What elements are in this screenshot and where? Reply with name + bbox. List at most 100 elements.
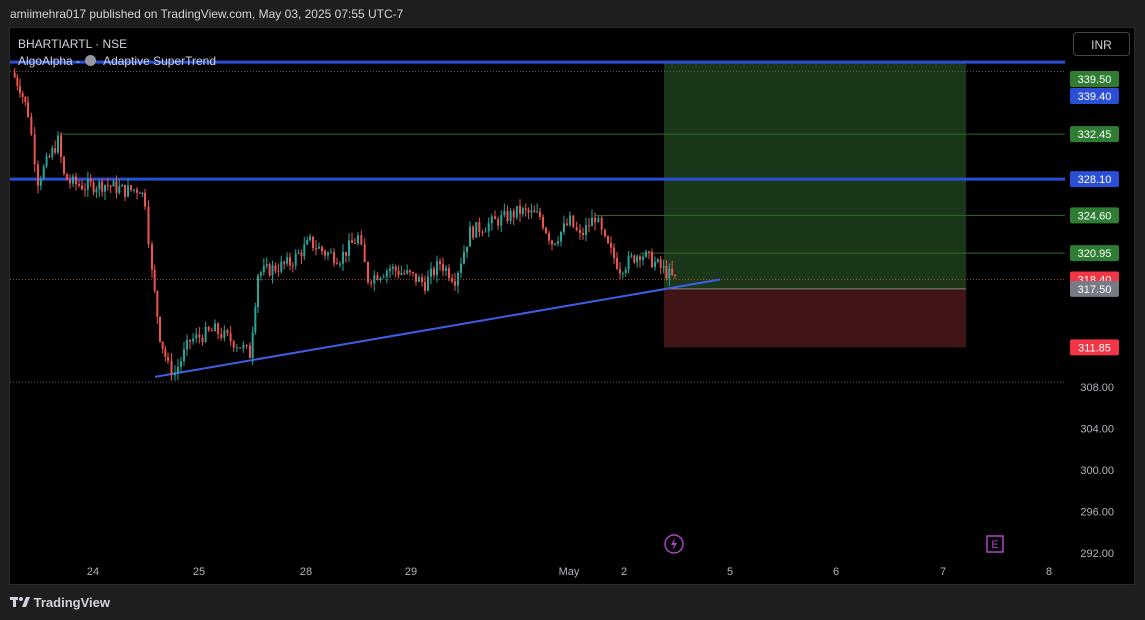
candle-body <box>651 251 653 268</box>
candle-body <box>327 252 329 256</box>
candle <box>588 217 590 233</box>
candle <box>118 179 121 195</box>
loss-zone <box>664 288 966 348</box>
indicator-legend[interactable]: AlgoAlpha - Adaptive SuperTrend <box>18 53 216 70</box>
candle <box>412 271 414 277</box>
candle <box>75 172 77 191</box>
candle-body <box>668 268 671 279</box>
candle-body <box>186 339 188 350</box>
candle <box>333 248 335 267</box>
candle-body <box>33 134 36 165</box>
candle-body <box>436 261 438 276</box>
candle-body <box>195 334 198 339</box>
price-label-bg <box>1070 339 1119 356</box>
candle <box>500 210 503 233</box>
candle-body <box>239 347 241 349</box>
candle-body <box>271 265 274 276</box>
candle <box>192 333 195 345</box>
candle-body <box>527 209 530 213</box>
candle-body <box>101 181 104 192</box>
candle <box>106 177 109 191</box>
candle-body <box>139 192 141 194</box>
candle <box>186 334 188 357</box>
x-tick-label: 2 <box>621 566 627 578</box>
candle-body <box>192 338 195 342</box>
candle <box>627 251 630 274</box>
candle-body <box>249 345 251 359</box>
candle-body <box>147 206 150 245</box>
candle <box>339 261 341 268</box>
candle <box>370 280 373 288</box>
price-label-text: 332.45 <box>1078 129 1112 141</box>
candle-body <box>494 216 496 220</box>
candle <box>249 342 251 359</box>
tradingview-brand[interactable]: TradingView <box>10 595 110 610</box>
price-label-text: 317.50 <box>1078 284 1112 296</box>
candle-body <box>645 251 647 257</box>
candle-body <box>27 101 29 117</box>
candle-body <box>639 256 641 260</box>
x-tick-label: 8 <box>1046 566 1052 578</box>
candle-body <box>207 327 210 331</box>
price-label-text: 311.85 <box>1078 342 1111 354</box>
candle <box>170 353 173 381</box>
lightning-event-icon[interactable] <box>664 534 684 554</box>
candle-body <box>84 189 86 191</box>
candle-body <box>478 222 481 233</box>
candle <box>563 215 565 236</box>
candle <box>445 265 447 277</box>
candle <box>235 344 238 353</box>
currency-button[interactable]: INR <box>1073 32 1130 56</box>
candle-body <box>460 263 462 273</box>
price-label-text: 328.10 <box>1078 174 1112 186</box>
candle <box>309 233 311 243</box>
price-label: 320.95 <box>1070 245 1119 262</box>
candle-body <box>51 148 54 158</box>
candle <box>81 179 83 191</box>
candle-body <box>24 96 27 102</box>
candle <box>98 179 101 198</box>
candle <box>636 254 639 268</box>
candle <box>397 265 400 279</box>
candle-body <box>57 135 59 153</box>
event-circle <box>664 534 684 554</box>
candle-body <box>318 246 320 249</box>
candle <box>101 178 104 197</box>
candle-body <box>16 77 19 86</box>
candle-body <box>19 85 21 94</box>
candle-body <box>385 270 388 277</box>
candle <box>42 164 45 181</box>
candle <box>127 178 129 198</box>
candle <box>177 358 179 381</box>
candle <box>19 78 21 98</box>
price-label: 328.10 <box>1070 171 1119 188</box>
candle-body <box>551 240 553 245</box>
candle-body <box>367 262 369 283</box>
candle-body <box>433 268 435 276</box>
price-label-text: 339.40 <box>1078 91 1112 103</box>
candle <box>582 227 584 240</box>
candle-body <box>13 72 16 78</box>
x-tick-label: 24 <box>87 566 99 578</box>
candle-body <box>274 265 277 271</box>
y-tick-label: 292.00 <box>1080 548 1114 560</box>
symbol-title[interactable]: BHARTIARTL · NSE <box>18 37 128 51</box>
candle <box>291 262 294 273</box>
candle <box>153 264 156 294</box>
candle <box>575 221 578 232</box>
candle-body <box>536 211 539 213</box>
candle <box>151 241 153 278</box>
candle <box>104 184 106 200</box>
candle-body <box>48 156 51 158</box>
earnings-event-icon[interactable]: E <box>986 535 1004 553</box>
candle <box>451 273 453 284</box>
candle-body <box>506 210 509 222</box>
x-tick-label: 25 <box>193 566 205 578</box>
candle <box>251 326 254 366</box>
candle-body <box>563 223 565 232</box>
price-label-text: 324.60 <box>1078 210 1112 222</box>
price-label: 317.50 <box>1070 280 1119 297</box>
candle-body <box>321 246 323 252</box>
candle <box>506 205 509 224</box>
